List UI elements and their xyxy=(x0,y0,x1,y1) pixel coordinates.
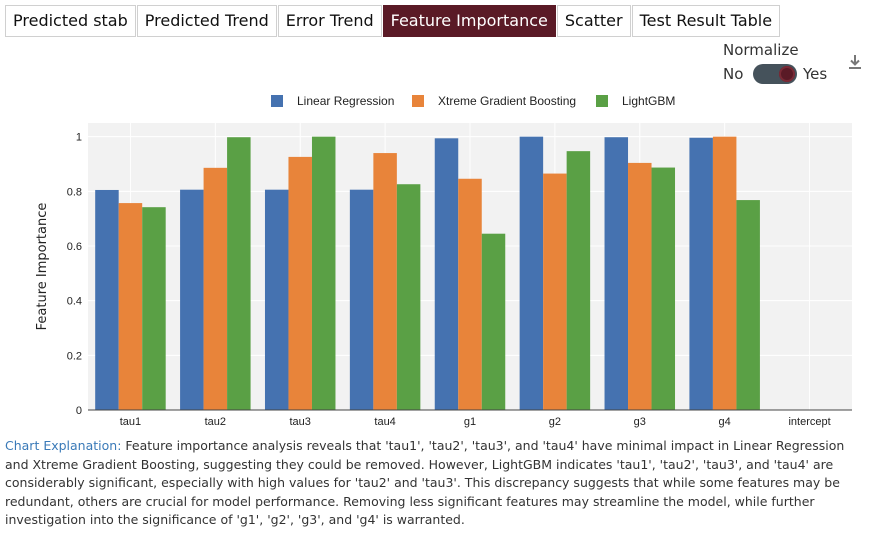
legend-label: LightGBM xyxy=(622,94,675,108)
normalize-off-label: No xyxy=(723,65,744,83)
chart-explanation-text: Feature importance analysis reveals that… xyxy=(5,438,845,527)
bar xyxy=(264,189,289,410)
bar xyxy=(604,137,629,411)
bar xyxy=(180,189,204,410)
x-tick-label: g1 xyxy=(464,416,476,428)
download-icon[interactable] xyxy=(848,54,862,70)
x-tick-label: g4 xyxy=(719,416,731,428)
x-tick-label: g2 xyxy=(549,416,561,428)
tab-test-result-table[interactable]: Test Result Table xyxy=(631,5,781,37)
bar xyxy=(458,178,482,410)
normalize-toggle[interactable] xyxy=(753,64,797,84)
tab-predicted-stab[interactable]: Predicted stab xyxy=(5,5,136,37)
bar xyxy=(118,203,143,410)
y-tick-label: 0.6 xyxy=(67,241,82,253)
bar xyxy=(396,184,421,410)
x-tick-label: g3 xyxy=(634,416,646,428)
bar xyxy=(712,136,737,410)
bar xyxy=(689,137,713,410)
legend-label: Linear Regression xyxy=(297,94,394,108)
tab-error-trend[interactable]: Error Trend xyxy=(277,5,382,37)
bar xyxy=(566,151,591,411)
normalize-on-label: Yes xyxy=(803,65,828,83)
bar xyxy=(543,173,567,410)
x-tick-label: intercept xyxy=(788,416,830,428)
bar xyxy=(142,207,166,410)
feature-importance-chart: 0 0.2 0.4 0.6 0.8 1 tau1 tau2 tau3 tau4 g1 g2 g3 g4 in… xyxy=(35,94,852,428)
y-axis-label: Feature Importance xyxy=(35,203,50,331)
tab-scatter[interactable]: Scatter xyxy=(556,5,631,37)
x-tick-label: tau1 xyxy=(120,416,141,428)
bar xyxy=(628,162,652,410)
bar xyxy=(373,153,397,411)
chart-explanation: Chart Explanation: Feature importance an… xyxy=(5,437,871,530)
x-tick-label: tau4 xyxy=(374,416,395,428)
bar xyxy=(736,200,760,410)
bar xyxy=(227,137,251,411)
y-tick-label: 0 xyxy=(76,405,82,417)
tab-feature-importance[interactable]: Feature Importance xyxy=(382,5,556,37)
bar xyxy=(481,233,506,410)
bar xyxy=(434,138,459,410)
chart-explanation-label: Chart Explanation: xyxy=(5,438,122,453)
download-icon-glyph xyxy=(849,55,861,69)
x-tick-label: tau3 xyxy=(290,416,311,428)
toggle-knob xyxy=(779,66,795,82)
legend-swatch xyxy=(271,95,283,107)
legend-swatch xyxy=(412,95,424,107)
legend-label: Xtreme Gradient Boosting xyxy=(438,94,576,108)
bar xyxy=(95,189,119,410)
bar xyxy=(288,156,312,410)
y-tick-label: 1 xyxy=(76,132,82,144)
bar xyxy=(519,136,544,410)
tab-bar: Predicted stab Predicted Trend Error Tre… xyxy=(5,5,781,37)
bar xyxy=(651,167,676,410)
tab-predicted-trend[interactable]: Predicted Trend xyxy=(136,5,277,37)
y-tick-label: 0.4 xyxy=(67,296,82,308)
y-tick-label: 0.2 xyxy=(67,350,82,362)
normalize-label: Normalize xyxy=(723,41,799,59)
bar xyxy=(311,136,336,410)
legend-swatch xyxy=(596,95,608,107)
x-tick-label: tau2 xyxy=(205,416,226,428)
bar xyxy=(349,189,374,410)
y-tick-label: 0.8 xyxy=(67,186,82,198)
bar xyxy=(203,167,228,410)
